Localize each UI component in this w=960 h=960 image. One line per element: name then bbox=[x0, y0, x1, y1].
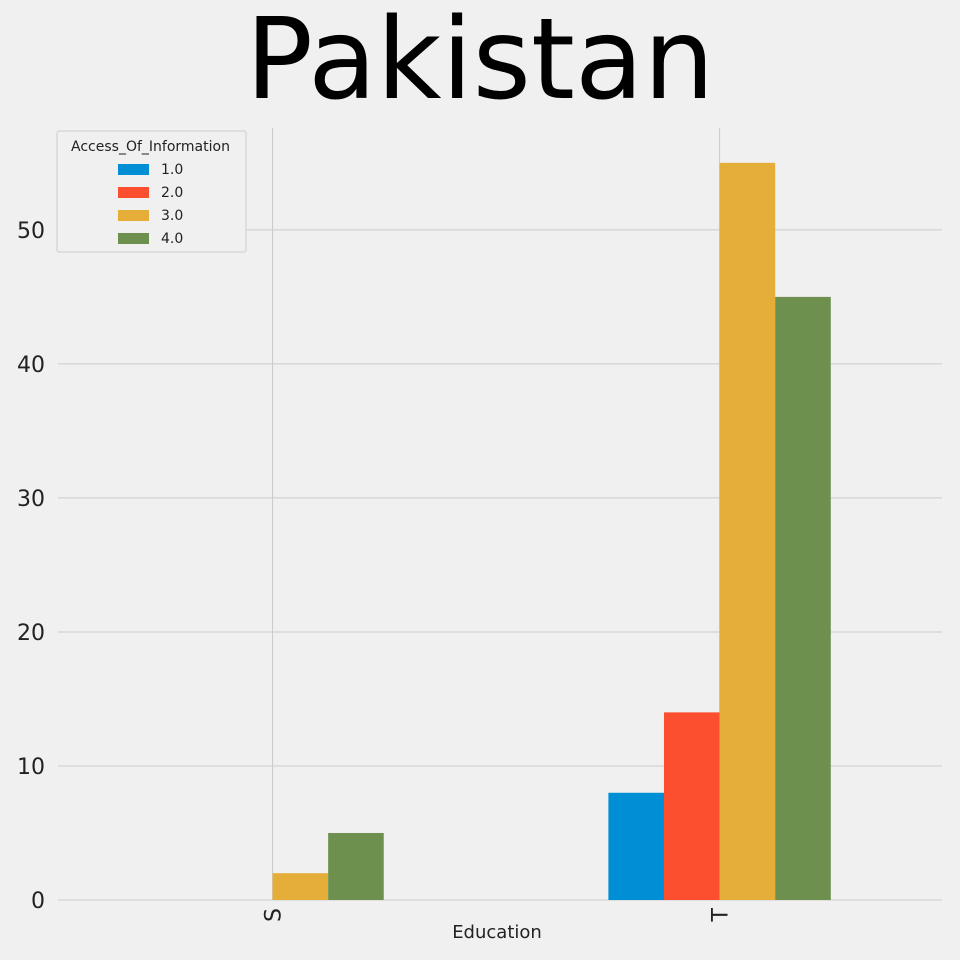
legend-swatch-2.0 bbox=[118, 187, 149, 198]
bars bbox=[272, 162, 831, 900]
tick-labels: 0 10 20 30 40 50 S T bbox=[17, 219, 734, 923]
y-tick-label: 0 bbox=[31, 889, 45, 914]
bar-T-1.0 bbox=[608, 792, 664, 900]
y-tick-label: 50 bbox=[17, 219, 45, 244]
legend-label-1.0: 1.0 bbox=[161, 162, 183, 178]
legend-swatch-1.0 bbox=[118, 164, 149, 175]
legend-label-2.0: 2.0 bbox=[161, 185, 183, 201]
y-tick-label: 10 bbox=[17, 755, 45, 780]
legend-title: Access_Of_Information bbox=[71, 139, 230, 155]
chart-title: Pakistan bbox=[245, 0, 715, 125]
y-tick-label: 20 bbox=[17, 621, 45, 646]
x-tick-label: S bbox=[262, 908, 287, 922]
legend: Access_Of_Information 1.0 2.0 3.0 4.0 bbox=[56, 130, 247, 253]
y-tick-label: 40 bbox=[17, 353, 45, 378]
x-axis-label: Education bbox=[452, 922, 542, 943]
bar-T-4.0 bbox=[775, 296, 831, 900]
legend-swatch-3.0 bbox=[118, 210, 149, 221]
bar-T-2.0 bbox=[663, 712, 720, 900]
bar-S-4.0 bbox=[328, 832, 384, 900]
legend-box bbox=[56, 130, 247, 253]
legend-items: 1.0 2.0 3.0 4.0 bbox=[118, 162, 183, 247]
bar-T-3.0 bbox=[719, 162, 776, 900]
legend-label-4.0: 4.0 bbox=[161, 231, 183, 247]
legend-swatch-4.0 bbox=[118, 233, 149, 244]
x-tick-label: T bbox=[709, 907, 734, 922]
legend-label-3.0: 3.0 bbox=[161, 208, 183, 224]
y-tick-label: 30 bbox=[17, 487, 45, 512]
bar-S-3.0 bbox=[272, 873, 329, 900]
